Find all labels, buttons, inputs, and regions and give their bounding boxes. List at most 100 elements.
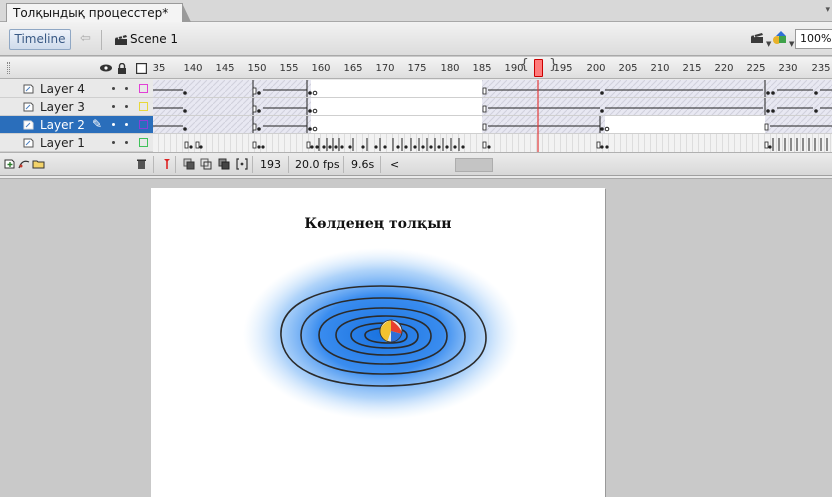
ruler-label: 195 <box>553 63 573 74</box>
layer-row-2[interactable]: Layer 2 ✎ <box>0 116 153 134</box>
layer-page-icon <box>23 120 34 130</box>
layer-lock-dot[interactable] <box>125 87 128 90</box>
layer-outline-swatch[interactable] <box>139 102 148 111</box>
modify-onion-markers-icon[interactable] <box>236 158 248 173</box>
ruler-label: 140 <box>183 63 203 74</box>
onion-skin-outlines-icon[interactable] <box>200 158 212 173</box>
timeline-footer: 193 20.0 fps 9.6s < <box>0 152 832 176</box>
layer-outline-swatch[interactable] <box>139 84 148 93</box>
edit-scene-icon[interactable] <box>750 32 764 47</box>
edit-symbols-icon[interactable] <box>772 31 788 48</box>
layer-row-4[interactable]: Layer 4 <box>0 80 153 98</box>
show-hide-all-eye-icon[interactable] <box>99 63 113 76</box>
layer-list: Layer 4 Layer 3 Layer 2 ✎ Layer 1 <box>0 80 153 152</box>
stage-canvas[interactable]: Көлденең толқын <box>151 188 605 497</box>
document-tab-title: Толқындық процесстер* <box>13 6 169 20</box>
ruler-label: 230 <box>778 63 798 74</box>
ruler-label: 220 <box>714 63 734 74</box>
edit-symbols-dropdown-icon[interactable]: ▼ <box>789 40 795 48</box>
frame-ruler[interactable]: 35 140 145 150 155 160 165 170 175 180 1… <box>153 57 832 79</box>
footer-divider <box>175 156 176 173</box>
zoom-select[interactable]: 100% <box>795 29 832 49</box>
back-arrow-icon[interactable]: ⇦ <box>80 31 91 46</box>
onion-skin-end-marker[interactable]: } <box>549 57 558 73</box>
layer-page-icon <box>23 102 34 112</box>
new-folder-icon[interactable] <box>32 158 45 173</box>
timeline-header: 35 140 145 150 155 160 165 170 175 180 1… <box>0 57 832 79</box>
timeline-horizontal-scrollbar-thumb[interactable] <box>455 158 493 172</box>
ruler-label: 210 <box>650 63 670 74</box>
ruler-label: 165 <box>343 63 363 74</box>
ruler-label: 185 <box>472 63 492 74</box>
layer-visibility-dot[interactable] <box>112 123 115 126</box>
layer-outline-swatch[interactable] <box>139 138 148 147</box>
ruler-label: 200 <box>586 63 606 74</box>
document-tab-strip: Толқындық процесстер* ▾ <box>0 0 832 22</box>
layer-name[interactable]: Layer 4 <box>40 82 85 96</box>
stage-title-text[interactable]: Көлденең толқын <box>304 216 452 232</box>
ruler-label: 180 <box>440 63 460 74</box>
layer-lock-dot[interactable] <box>125 105 128 108</box>
layer-name[interactable]: Layer 2 <box>40 118 85 132</box>
layer-lock-dot[interactable] <box>125 141 128 144</box>
ruler-label: 155 <box>279 63 299 74</box>
layer-row-3[interactable]: Layer 3 <box>0 98 153 116</box>
scene-clapper-icon <box>114 34 128 49</box>
scroll-left-arrow[interactable]: < <box>390 158 400 171</box>
ruler-label: 205 <box>618 63 638 74</box>
ruler-label: 190 <box>504 63 524 74</box>
layer-page-icon <box>23 84 34 94</box>
layer-outline-swatch[interactable] <box>139 120 148 129</box>
frame-grid-graphic[interactable] <box>153 80 832 152</box>
layer-visibility-dot[interactable] <box>112 105 115 108</box>
ruler-label: 175 <box>407 63 427 74</box>
delete-layer-trash-icon[interactable] <box>136 158 147 173</box>
elapsed-time-field: 9.6s <box>351 158 375 171</box>
ripple-wave-graphic[interactable] <box>151 248 605 428</box>
ruler-label: 160 <box>311 63 331 74</box>
panel-grip-icon[interactable] <box>7 62 10 74</box>
edit-bar: Timeline ⇦ Scene 1 ▼ ▼ 100% <box>0 22 832 56</box>
layer-visibility-dot[interactable] <box>112 87 115 90</box>
timeline-toggle-button[interactable]: Timeline <box>9 29 71 50</box>
current-frame-field[interactable]: 193 <box>260 158 281 171</box>
ruler-label: 215 <box>682 63 702 74</box>
pasteboard: Көлденең толқын <box>0 178 832 497</box>
new-layer-icon[interactable] <box>4 158 16 173</box>
frame-rate-field[interactable]: 20.0 fps <box>295 158 340 171</box>
onion-skin-start-marker[interactable]: { <box>520 57 529 73</box>
pencil-icon: ✎ <box>92 117 103 131</box>
footer-divider <box>288 156 289 173</box>
footer-divider <box>252 156 253 173</box>
ruler-label: 150 <box>247 63 267 74</box>
frame-grid[interactable] <box>153 80 832 152</box>
document-tab[interactable]: Толқындық процесстер* <box>6 3 192 22</box>
ruler-label: 235 <box>811 63 831 74</box>
layer-lock-dot[interactable] <box>125 123 128 126</box>
onion-skin-icon[interactable] <box>183 158 195 173</box>
edit-multiple-frames-icon[interactable] <box>218 158 230 173</box>
layer-name[interactable]: Layer 3 <box>40 100 85 114</box>
ruler-label: 170 <box>375 63 395 74</box>
ruler-label: 145 <box>215 63 235 74</box>
layer-page-icon <box>23 138 34 148</box>
layer-visibility-dot[interactable] <box>112 141 115 144</box>
playhead[interactable] <box>534 59 543 77</box>
lock-all-icon[interactable] <box>117 62 127 77</box>
scene-breadcrumb[interactable]: Scene 1 <box>130 32 179 46</box>
layer-row-1[interactable]: Layer 1 <box>0 134 153 152</box>
add-motion-guide-icon[interactable] <box>18 158 30 173</box>
layer-name[interactable]: Layer 1 <box>40 136 85 150</box>
center-frame-icon[interactable] <box>162 158 172 173</box>
ruler-label: 35 <box>153 63 166 74</box>
ruler-label: 225 <box>746 63 766 74</box>
tab-strip-chevron-icon[interactable]: ▾ <box>825 5 830 15</box>
edit-bar-divider <box>101 30 102 50</box>
edit-scene-dropdown-icon[interactable]: ▼ <box>766 40 772 48</box>
footer-divider <box>343 156 344 173</box>
footer-divider <box>380 156 381 173</box>
timeline-panel: 35 140 145 150 155 160 165 170 175 180 1… <box>0 57 832 178</box>
outline-all-icon[interactable] <box>135 62 148 77</box>
footer-divider <box>153 156 154 173</box>
beach-ball-icon[interactable] <box>379 319 403 343</box>
